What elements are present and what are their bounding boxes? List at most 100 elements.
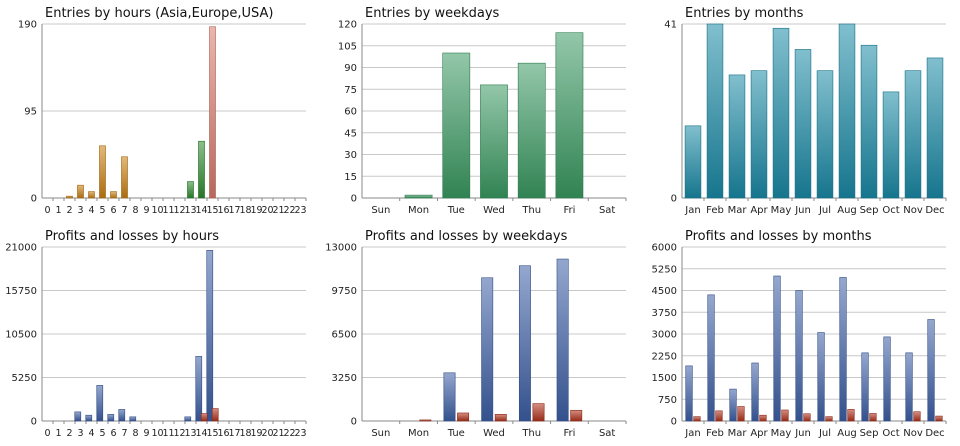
chart-svg: Entries by weekdays 0 15 30 45 60 75 90 105 120 Su…: [338, 6, 627, 216]
x-tick-label: Oct: [882, 205, 899, 216]
x-tick-label: 10: [151, 205, 163, 216]
x-tick-label: May: [771, 428, 792, 439]
y-tick-label: 75: [344, 85, 357, 96]
bar: [532, 403, 545, 422]
x-tick-label: 14: [195, 428, 207, 439]
x-tick-label: 0: [44, 428, 50, 439]
x-tick-label: Dec: [925, 205, 944, 216]
bar: [198, 140, 205, 199]
y-tick-label: 21000: [5, 243, 37, 254]
y-tick-label: 30: [344, 150, 357, 161]
bar: [706, 23, 724, 199]
x-tick-label: 12: [173, 205, 185, 216]
x-tick-label: Jan: [684, 428, 700, 439]
bar: [85, 414, 93, 422]
bar: [494, 414, 507, 422]
bar: [927, 319, 935, 422]
y-tick-label: 0: [671, 417, 677, 428]
y-tick-label: 0: [351, 194, 357, 205]
x-tick-label: 4: [88, 428, 94, 439]
x-tick-label: Jan: [684, 205, 700, 216]
bar: [481, 277, 494, 422]
bar: [118, 409, 126, 422]
y-tick-label: 5250: [652, 264, 677, 275]
x-tick-label: Sun: [371, 205, 390, 216]
bar: [794, 49, 812, 199]
x-tick-label: 3: [77, 428, 83, 439]
bar: [211, 408, 219, 422]
x-tick-label: 15: [206, 205, 218, 216]
x-tick-label: 18: [239, 205, 251, 216]
x-tick-label: 6: [110, 205, 116, 216]
bar: [693, 416, 701, 422]
bar: [737, 406, 745, 422]
x-tick-label: Oct: [882, 428, 899, 439]
x-tick-label: 17: [228, 428, 240, 439]
x-tick-label: May: [771, 205, 792, 216]
chart-entries-by-hours: Entries by hours (Asia,Europe,USA) 0 95 190…: [0, 0, 318, 223]
x-tick-label: 19: [250, 428, 262, 439]
x-tick-label: 14: [195, 205, 207, 216]
chart-title: Profits and losses by weekdays: [365, 229, 568, 244]
x-tick-label: Fri: [563, 428, 575, 439]
bar: [517, 62, 546, 199]
x-tick-label: 0: [44, 205, 50, 216]
x-tick-label: Feb: [706, 205, 724, 216]
x-tick-label: Tue: [447, 428, 465, 439]
chart-title: Profits and losses by months: [685, 229, 872, 244]
bar: [817, 332, 825, 422]
x-tick-label: 15: [206, 428, 218, 439]
y-tick-label: 6500: [332, 330, 357, 341]
bar: [555, 32, 584, 199]
x-tick-label: Sep: [860, 205, 879, 216]
x-tick-label: 10: [151, 428, 163, 439]
x-tick-label: Aug: [837, 428, 857, 439]
x-tick-label: Sun: [371, 428, 390, 439]
x-tick-label: Mar: [728, 205, 748, 216]
y-tick-label: 2250: [652, 351, 677, 362]
x-tick-label: 18: [239, 428, 251, 439]
bar: [66, 195, 73, 199]
y-tick-label: 3250: [332, 373, 357, 384]
y-tick-label: 41: [664, 20, 677, 31]
x-tick-label: 2: [66, 428, 72, 439]
bar: [729, 388, 737, 422]
x-tick-label: Tue: [447, 205, 465, 216]
bar: [861, 352, 869, 422]
bar: [187, 181, 194, 199]
x-tick-label: Thu: [521, 428, 541, 439]
chart-title: Entries by hours (Asia,Europe,USA): [45, 6, 273, 21]
bar: [904, 70, 922, 199]
y-tick-label: 60: [344, 107, 357, 118]
y-tick-label: 0: [671, 194, 677, 205]
chart-profits-by-months: Profits and losses by months 0 750 1500 2250…: [640, 223, 958, 446]
bar: [882, 91, 900, 199]
bar: [206, 250, 214, 422]
x-tick-label: 1: [55, 205, 61, 216]
x-tick-label: 21: [272, 428, 284, 439]
chart-svg: Entries by hours (Asia,Europe,USA)095190…: [18, 6, 307, 216]
bar: [518, 265, 531, 422]
x-tick-label: 7: [121, 428, 127, 439]
bar: [773, 275, 781, 422]
x-tick-label: Mar: [728, 428, 748, 439]
y-tick-label: 95: [24, 107, 37, 118]
bar: [759, 414, 767, 422]
x-tick-label: Wed: [483, 205, 505, 216]
bar: [860, 44, 878, 199]
bar: [707, 294, 715, 422]
bar: [913, 411, 921, 422]
bar: [795, 290, 803, 422]
chart-svg: Profits and losses by weekdays 0 3250 6500 9…: [325, 229, 627, 439]
bar: [781, 409, 789, 422]
x-tick-label: 22: [283, 205, 295, 216]
chart-title: Entries by months: [685, 6, 804, 21]
chart-profits-by-hours: Profits and losses by hours 0 5250 10500 157…: [0, 223, 318, 446]
x-tick-label: Mon: [408, 428, 429, 439]
x-tick-label: 17: [228, 205, 240, 216]
x-tick-label: 21: [272, 205, 284, 216]
x-tick-label: Sat: [599, 205, 615, 216]
bar: [750, 70, 768, 199]
y-tick-label: 120: [338, 20, 357, 31]
x-tick-label: 20: [261, 428, 273, 439]
